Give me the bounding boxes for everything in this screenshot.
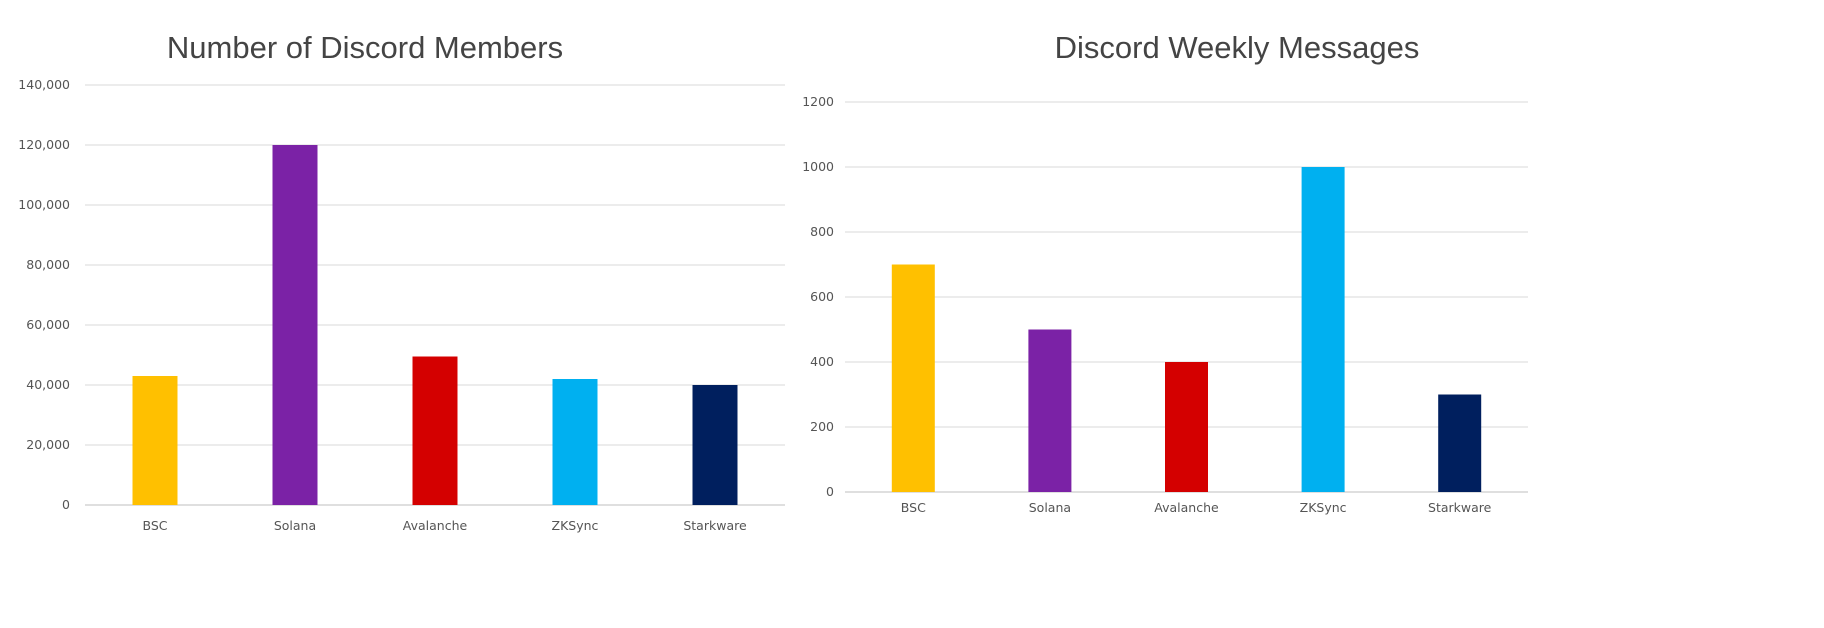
chart1-category-label: BSC [142, 518, 167, 533]
chart2-category-label: Solana [1029, 500, 1071, 515]
chart2-bar-solana [1028, 329, 1072, 492]
chart1-category-label: Avalanche [403, 518, 468, 533]
chart2-ytick-label: 400 [810, 354, 834, 369]
chart1-ytick-label: 80,000 [26, 257, 70, 272]
chart1-bar-bsc [132, 376, 178, 505]
chart1-ytick-label: 140,000 [18, 77, 70, 92]
chart1-ytick-label: 0 [62, 497, 70, 512]
chart1-ytick-label: 120,000 [18, 137, 70, 152]
chart2-bar-bsc [891, 264, 935, 492]
chart1-category-label: Solana [274, 518, 316, 533]
chart2-ytick-label: 800 [810, 224, 834, 239]
chart2-category-label: Avalanche [1154, 500, 1219, 515]
chart2-category-label: Starkware [1428, 500, 1492, 515]
chart1-bar-starkware [692, 385, 738, 505]
chart2-bar-starkware [1438, 394, 1482, 492]
chart1-title: Number of Discord Members [167, 30, 563, 65]
chart2-bar-avalanche [1165, 362, 1208, 492]
chart2-ytick-label: 0 [826, 484, 834, 499]
chart1-ytick-label: 40,000 [26, 377, 70, 392]
chart1-bar-avalanche [412, 356, 458, 505]
chart1-bar-solana [272, 145, 318, 505]
chart2-ytick-label: 1000 [802, 159, 834, 174]
chart2-category-label: BSC [901, 500, 926, 515]
chart2-ytick-label: 200 [810, 419, 834, 434]
chart1-bar-zksync [552, 379, 598, 505]
chart2-ytick-label: 600 [810, 289, 834, 304]
chart1-ytick-label: 60,000 [26, 317, 70, 332]
chart2-ytick-label: 1200 [802, 94, 834, 109]
chart2-bar-zksync [1301, 167, 1345, 492]
chart1-ytick-label: 100,000 [18, 197, 70, 212]
chart1-category-label: Starkware [683, 518, 747, 533]
chart1-category-label: ZKSync [552, 518, 599, 533]
chart2-category-label: ZKSync [1300, 500, 1347, 515]
chart1-ytick-label: 20,000 [26, 437, 70, 452]
chart2-title: Discord Weekly Messages [1055, 30, 1420, 65]
